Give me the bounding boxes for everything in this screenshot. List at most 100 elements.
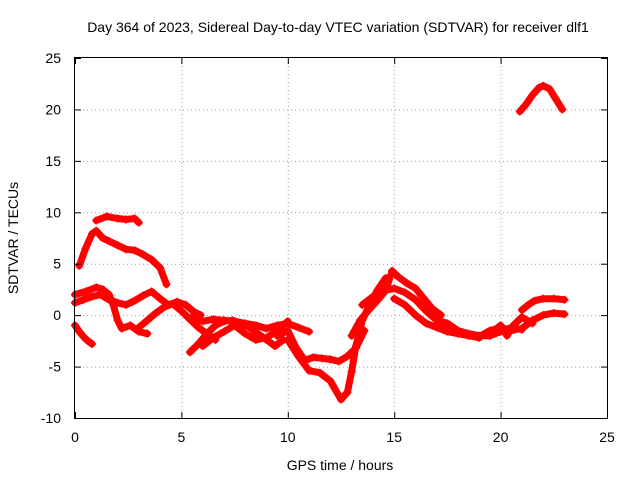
data-point xyxy=(528,91,537,100)
series-arc-1 xyxy=(71,321,97,348)
series-arc-18 xyxy=(515,81,567,116)
data-point xyxy=(309,353,318,362)
data-point xyxy=(139,291,148,300)
data-point xyxy=(400,300,409,309)
data-point xyxy=(530,296,539,305)
series-trace xyxy=(71,288,205,319)
data-point xyxy=(102,212,111,221)
series-layer xyxy=(71,81,569,404)
data-point xyxy=(358,300,367,309)
data-point xyxy=(168,299,177,308)
data-point xyxy=(422,307,431,316)
data-point xyxy=(343,388,352,397)
data-point xyxy=(515,107,524,116)
x-tick-label: 0 xyxy=(71,429,79,445)
data-point xyxy=(194,323,203,332)
data-point xyxy=(88,292,97,301)
data-point xyxy=(143,329,152,338)
chart-title: Day 364 of 2023, Sidereal Day-to-day VTE… xyxy=(87,19,589,35)
series-arc-2 xyxy=(75,226,171,289)
data-point xyxy=(143,316,152,325)
data-point xyxy=(122,300,131,309)
x-tick-label: 10 xyxy=(280,429,296,445)
data-point xyxy=(241,319,250,328)
data-point xyxy=(219,316,228,325)
y-tick-label: -5 xyxy=(49,359,62,375)
data-point xyxy=(113,316,122,325)
data-point xyxy=(419,294,428,303)
x-tick-label: 20 xyxy=(493,429,509,445)
data-point xyxy=(79,295,88,304)
data-point xyxy=(139,250,148,259)
data-point xyxy=(337,395,345,404)
data-point xyxy=(88,339,97,348)
data-point xyxy=(271,342,280,350)
data-point xyxy=(262,324,271,333)
y-tick-label: -10 xyxy=(41,410,61,426)
axis-ticks xyxy=(75,58,608,419)
data-point xyxy=(443,321,452,330)
data-point xyxy=(75,327,84,336)
data-point xyxy=(122,245,131,254)
x-tick-label: 15 xyxy=(386,429,402,445)
data-point xyxy=(219,327,228,336)
data-point xyxy=(230,321,239,330)
data-point xyxy=(134,323,143,332)
y-tick-label: 5 xyxy=(53,256,61,272)
y-tick-label: 10 xyxy=(45,204,61,220)
data-point xyxy=(126,321,135,330)
series-arc-9 xyxy=(198,317,292,350)
data-point xyxy=(202,329,211,338)
series-arc-17 xyxy=(517,294,569,314)
y-tick-label: 0 xyxy=(53,307,61,323)
data-point xyxy=(356,316,365,325)
series-trace xyxy=(348,267,445,340)
data-point xyxy=(364,306,373,314)
series-arc-16 xyxy=(485,313,537,340)
data-point xyxy=(160,302,169,311)
data-point xyxy=(92,226,101,235)
data-point xyxy=(560,295,569,304)
data-point xyxy=(539,311,548,320)
y-axis-label: SDTVAR / TECUs xyxy=(5,182,21,294)
data-point xyxy=(411,295,420,304)
data-point xyxy=(294,352,303,361)
data-point xyxy=(522,100,531,109)
data-point xyxy=(390,294,399,303)
data-point xyxy=(351,342,360,350)
grid xyxy=(75,58,607,418)
data-point xyxy=(81,287,90,296)
data-point xyxy=(151,309,160,318)
data-point xyxy=(147,287,156,296)
data-point xyxy=(558,105,567,114)
series-trace xyxy=(516,82,566,115)
data-point xyxy=(105,295,114,304)
y-tick-label: 15 xyxy=(45,153,61,169)
data-point xyxy=(517,313,526,322)
y-tick-label: 25 xyxy=(45,50,61,66)
data-point xyxy=(117,324,126,333)
data-point xyxy=(422,319,431,328)
data-point xyxy=(305,327,314,336)
data-point xyxy=(454,327,463,336)
series-trace xyxy=(75,227,170,288)
data-point xyxy=(343,352,352,361)
series-arc-3 xyxy=(92,212,143,227)
data-point xyxy=(181,300,190,309)
data-point xyxy=(130,214,139,223)
data-point xyxy=(394,273,403,282)
data-point xyxy=(475,332,484,341)
data-point xyxy=(294,323,303,332)
data-point xyxy=(177,307,186,316)
data-point xyxy=(428,304,437,313)
y-tick-label: 20 xyxy=(45,101,61,117)
data-point xyxy=(368,292,377,301)
x-tick-label: 25 xyxy=(599,429,615,445)
data-point xyxy=(379,286,388,295)
plot-frame xyxy=(74,57,608,419)
data-point xyxy=(241,329,250,338)
data-point xyxy=(283,326,292,335)
data-point xyxy=(411,311,420,320)
data-point xyxy=(432,323,441,332)
x-tick-label: 5 xyxy=(178,429,186,445)
